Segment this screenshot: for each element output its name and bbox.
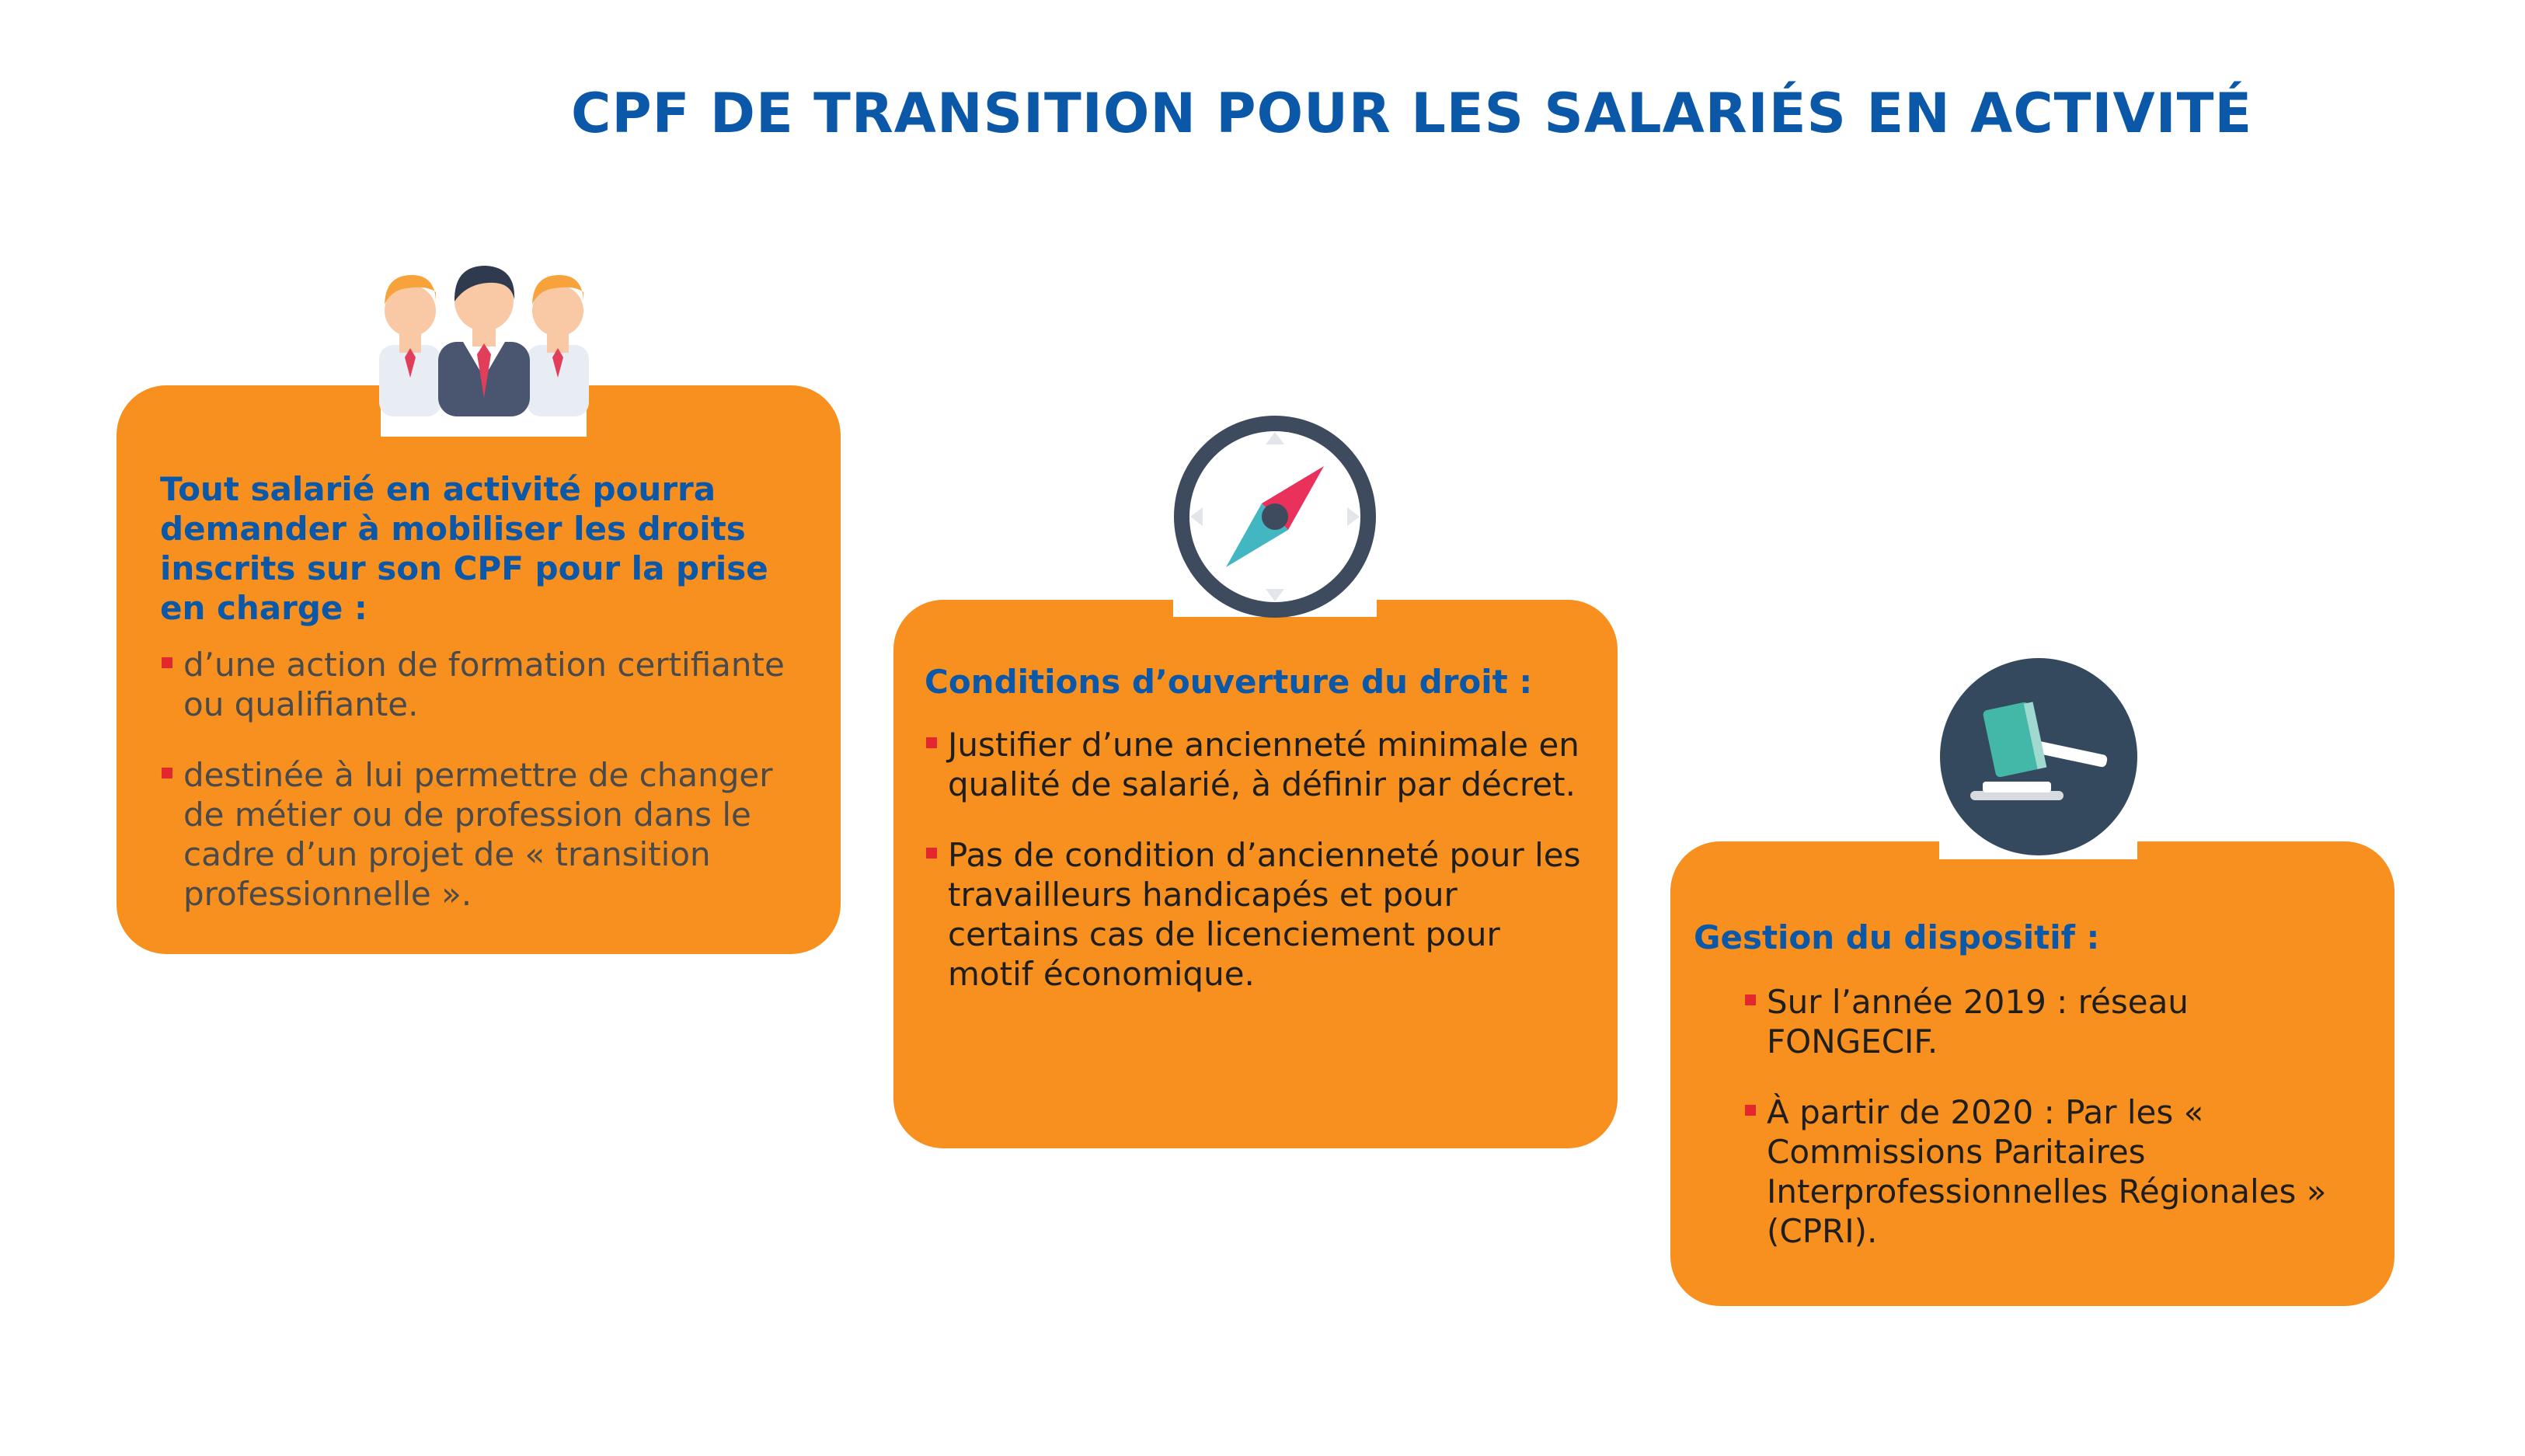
- card-eligibility: Tout salarié en activité pourra demander…: [117, 385, 841, 954]
- bullet-list: d’une action de formation certifiante ou…: [160, 645, 813, 914]
- bullet-marker: [1745, 1105, 1756, 1116]
- card-heading: Gestion du dispositif :: [1694, 918, 2100, 956]
- card-heading: Conditions d’ouverture du droit :: [925, 663, 1533, 701]
- bullet-marker: [162, 768, 172, 779]
- gavel-icon: [1940, 658, 2137, 855]
- people-icon: [379, 266, 589, 416]
- list-item: À partir de 2020 : Par les « Commissions…: [1743, 1092, 2354, 1251]
- bullet-marker: [1745, 994, 1756, 1005]
- card-conditions: Conditions d’ouverture du droit : Justif…: [893, 600, 1618, 1148]
- compass-icon: [1174, 416, 1376, 618]
- list-item: d’une action de formation certifiante ou…: [160, 645, 813, 724]
- bullet-marker: [926, 848, 937, 859]
- card-heading: Tout salarié en activité pourra demander…: [160, 470, 768, 627]
- list-item: Sur l’année 2019 : réseau FONGECIF.: [1743, 982, 2354, 1061]
- page-title: CPF DE TRANSITION POUR LES SALARIÉS EN A…: [571, 82, 2253, 145]
- list-item: Justifier d’une ancienneté minimale en q…: [925, 725, 1585, 804]
- card-management: Gestion du dispositif : Sur l’année 2019…: [1670, 841, 2394, 1306]
- bullet-list: Sur l’année 2019 : réseau FONGECIF. À pa…: [1743, 982, 2354, 1251]
- bullet-marker: [926, 737, 937, 748]
- list-item: destinée à lui permettre de changer de m…: [160, 755, 813, 914]
- list-item: Pas de condition d’ancienneté pour les t…: [925, 835, 1585, 994]
- bullet-list: Justifier d’une ancienneté minimale en q…: [925, 725, 1585, 994]
- bullet-marker: [162, 657, 172, 668]
